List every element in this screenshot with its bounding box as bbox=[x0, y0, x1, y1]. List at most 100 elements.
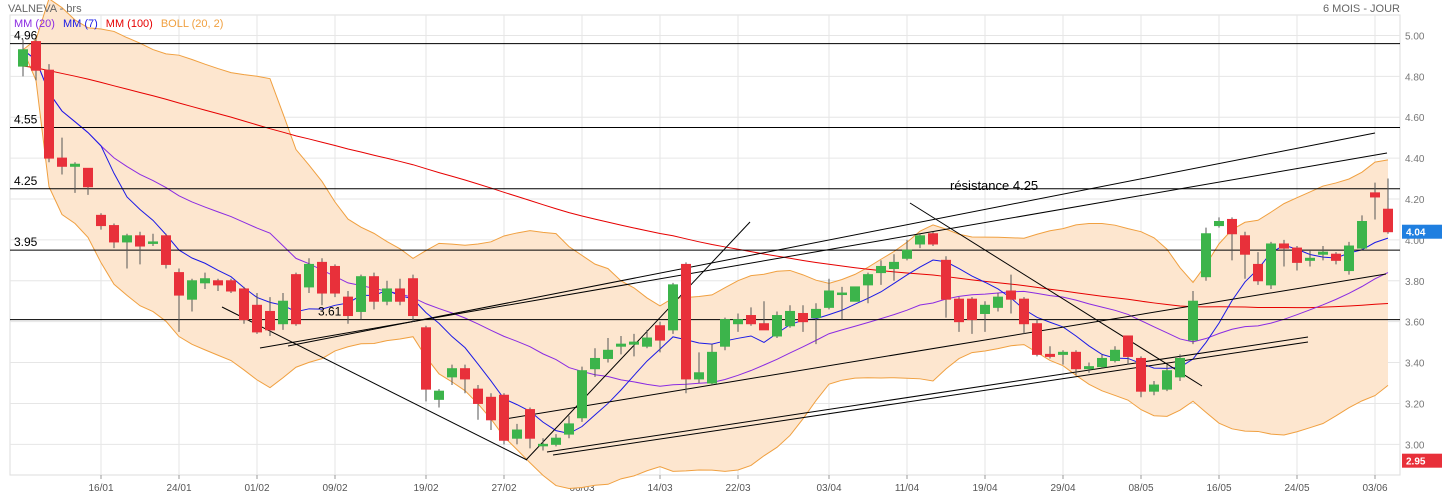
candle-body bbox=[265, 310, 275, 331]
candle-body bbox=[213, 280, 223, 286]
y-tick-label: 3.60 bbox=[1405, 318, 1425, 329]
candle-body bbox=[421, 327, 431, 390]
candle-body bbox=[1149, 384, 1159, 392]
y-tick-label: 5.00 bbox=[1405, 31, 1425, 42]
mm7-line bbox=[22, 49, 1389, 435]
candle-body bbox=[148, 241, 158, 244]
candle-body bbox=[83, 167, 93, 188]
candle-body bbox=[369, 276, 379, 302]
candle-body bbox=[1006, 290, 1016, 300]
last-price-label: 4.04 bbox=[1406, 228, 1426, 239]
low-price-label: 2.95 bbox=[1406, 457, 1426, 468]
trend-line bbox=[546, 336, 1309, 453]
candle-body bbox=[122, 235, 132, 243]
candle-body bbox=[889, 261, 899, 270]
candle-body bbox=[980, 304, 990, 314]
candle-body bbox=[850, 286, 860, 302]
candle-body bbox=[564, 423, 574, 435]
candle-body bbox=[278, 300, 288, 325]
candle-body bbox=[330, 265, 340, 294]
candle-body bbox=[135, 235, 145, 247]
candle-body bbox=[1344, 245, 1354, 272]
candle-body bbox=[538, 443, 548, 447]
candle-body bbox=[772, 315, 782, 337]
candle-body bbox=[252, 304, 262, 333]
mm20-line bbox=[22, 49, 1389, 387]
bollinger-band-fill bbox=[23, 0, 1388, 489]
low-price-label-bg bbox=[1402, 453, 1442, 468]
y-tick-label: 4.00 bbox=[1405, 236, 1425, 247]
candle-body bbox=[993, 296, 1003, 308]
mm100-line bbox=[22, 65, 1389, 309]
candle-body bbox=[967, 298, 977, 321]
x-tick-label: 03/04 bbox=[816, 483, 841, 494]
candle-body bbox=[681, 263, 691, 380]
level-label: 4.96 bbox=[14, 29, 38, 43]
x-tick-label: 19/04 bbox=[972, 483, 997, 494]
x-tick-label: 16/01 bbox=[88, 483, 113, 494]
y-tick-label: 4.60 bbox=[1405, 113, 1425, 124]
x-tick-label: 27/02 bbox=[491, 483, 516, 494]
level-label: 4.55 bbox=[14, 112, 38, 126]
candle-body bbox=[902, 249, 912, 259]
bollinger-upper-line bbox=[22, 0, 1389, 307]
candle-body bbox=[603, 349, 613, 359]
candle-body bbox=[668, 284, 678, 331]
candle-body bbox=[785, 310, 795, 327]
candle-body bbox=[1214, 220, 1224, 227]
candle-body bbox=[1097, 357, 1107, 368]
candle-body bbox=[356, 276, 366, 312]
candle-body bbox=[824, 290, 834, 308]
candle-body bbox=[1019, 298, 1029, 325]
candle-body bbox=[395, 288, 405, 302]
level-label: 4.25 bbox=[14, 174, 38, 188]
x-tick-label: 14/03 bbox=[647, 483, 672, 494]
candle-body bbox=[720, 319, 730, 347]
y-tick-label: 4.40 bbox=[1405, 154, 1425, 165]
candle-body bbox=[525, 409, 535, 439]
candle-body bbox=[1136, 357, 1146, 392]
candle-body bbox=[187, 280, 197, 300]
candle-body bbox=[44, 69, 54, 159]
candle-body bbox=[707, 351, 717, 384]
candle-body bbox=[473, 388, 483, 404]
legend: MM (20) MM (7) MM (100) BOLL (20, 2) bbox=[14, 18, 231, 30]
candle-body bbox=[863, 274, 873, 286]
candle-body bbox=[577, 370, 587, 419]
candle-body bbox=[1188, 300, 1198, 341]
candle-body bbox=[109, 225, 119, 243]
x-tick-label: 03/06 bbox=[1362, 483, 1387, 494]
candle-body bbox=[18, 49, 28, 67]
candle-body bbox=[161, 235, 171, 265]
candle-body bbox=[1266, 243, 1276, 286]
candle-body bbox=[1305, 257, 1315, 261]
x-tick-label: 08/05 bbox=[1128, 483, 1153, 494]
candle-body bbox=[239, 288, 249, 321]
candle-body bbox=[1058, 351, 1068, 355]
candle-body bbox=[226, 280, 236, 292]
x-tick-label: 16/05 bbox=[1206, 483, 1231, 494]
candle-body bbox=[1071, 351, 1081, 370]
candle-body bbox=[616, 343, 626, 347]
x-tick-label: 11/04 bbox=[895, 483, 920, 494]
candle-body bbox=[1292, 247, 1302, 263]
candle-body bbox=[837, 292, 847, 296]
candle-body bbox=[1253, 263, 1263, 282]
candle-body bbox=[1227, 218, 1237, 235]
candle-body bbox=[928, 233, 938, 245]
y-tick-label: 4.80 bbox=[1405, 72, 1425, 83]
candle-body bbox=[876, 265, 886, 274]
level-label: 3.95 bbox=[14, 235, 38, 249]
legend-item: MM (7) bbox=[62, 18, 98, 30]
candle-body bbox=[174, 272, 184, 296]
candle-body bbox=[759, 323, 769, 331]
y-tick-label: 3.40 bbox=[1405, 359, 1425, 370]
candle-body bbox=[96, 214, 106, 227]
candle-body bbox=[798, 312, 808, 323]
candle-body bbox=[31, 41, 41, 71]
candle-body bbox=[1175, 357, 1185, 378]
y-tick-label: 3.20 bbox=[1405, 399, 1425, 410]
candle-body bbox=[655, 325, 665, 341]
candle-body bbox=[915, 235, 925, 245]
